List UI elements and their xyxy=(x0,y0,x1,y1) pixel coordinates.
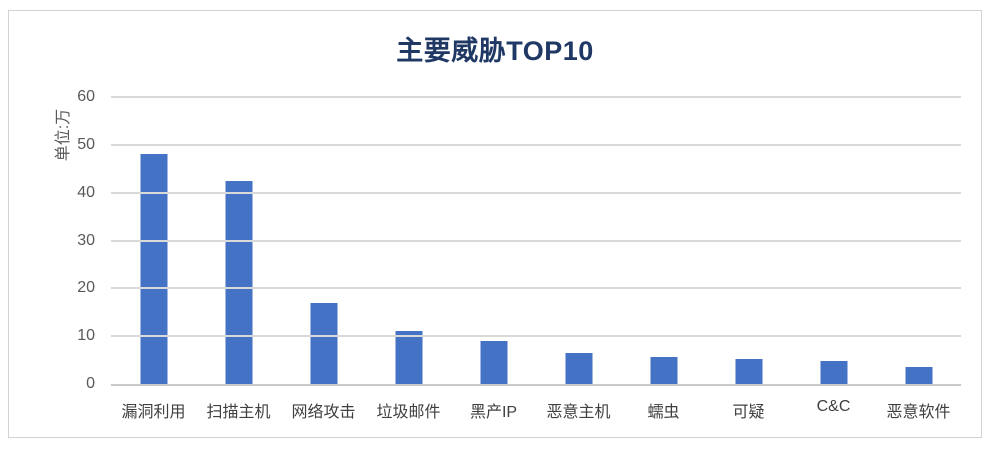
bar xyxy=(395,331,422,384)
gridline xyxy=(111,335,961,338)
bar xyxy=(650,356,677,384)
bar-slot xyxy=(791,97,876,384)
bar xyxy=(225,180,252,384)
x-category-label: 垃圾邮件 xyxy=(376,404,441,421)
gridline xyxy=(111,239,961,242)
bar xyxy=(820,361,847,384)
bar-slot xyxy=(366,97,451,384)
x-category-label: 可疑 xyxy=(732,404,765,421)
bar-slot xyxy=(281,97,366,384)
gridline xyxy=(111,191,961,194)
y-tick-label: 10 xyxy=(77,327,95,345)
bar-slot xyxy=(876,97,961,384)
gridline xyxy=(111,96,961,98)
x-category-label: 黑产IP xyxy=(469,404,518,421)
bar-slot xyxy=(536,97,621,384)
bar xyxy=(565,352,592,384)
y-tick-label: 60 xyxy=(77,88,95,105)
x-category-label: 漏洞利用 xyxy=(121,404,186,421)
bar xyxy=(480,340,507,384)
y-tick-label: 50 xyxy=(77,135,95,153)
x-category-label: C&C xyxy=(816,398,851,415)
bar-slot xyxy=(196,97,281,384)
x-category-label: 恶意主机 xyxy=(546,404,611,421)
x-category-label: 恶意软件 xyxy=(886,404,951,421)
x-axis-line xyxy=(111,384,961,386)
x-category-label: 扫描主机 xyxy=(206,404,271,421)
bar xyxy=(140,154,167,384)
bar xyxy=(735,359,762,384)
chart-card: 主要威胁TOP10 单位:万 漏洞利用 扫描主机 网络攻击 垃圾邮件 黑产IP 恶意主机蠕… xyxy=(8,10,982,438)
y-tick-label: 0 xyxy=(86,375,95,392)
y-tick-label: 20 xyxy=(77,279,95,297)
x-category-label: 网络攻击 xyxy=(291,404,356,421)
bar-slot xyxy=(621,97,706,384)
x-axis-labels: 漏洞利用 扫描主机 网络攻击 垃圾邮件 黑产IP 恶意主机 蠕虫 可疑 C&C 恶意软件 xyxy=(111,398,961,422)
bar xyxy=(905,366,932,384)
y-tick-label: 30 xyxy=(77,231,95,249)
plot-area xyxy=(111,96,961,386)
x-category-label: 蠕虫 xyxy=(647,404,680,421)
bars-row xyxy=(111,97,961,384)
bar-slot xyxy=(706,97,791,384)
gridline xyxy=(111,143,961,146)
chart-title: 主要威胁TOP10 xyxy=(396,36,594,66)
gridline xyxy=(111,287,961,290)
bar xyxy=(310,302,337,384)
y-tick-label: 40 xyxy=(77,183,95,201)
bar-slot xyxy=(451,97,536,384)
